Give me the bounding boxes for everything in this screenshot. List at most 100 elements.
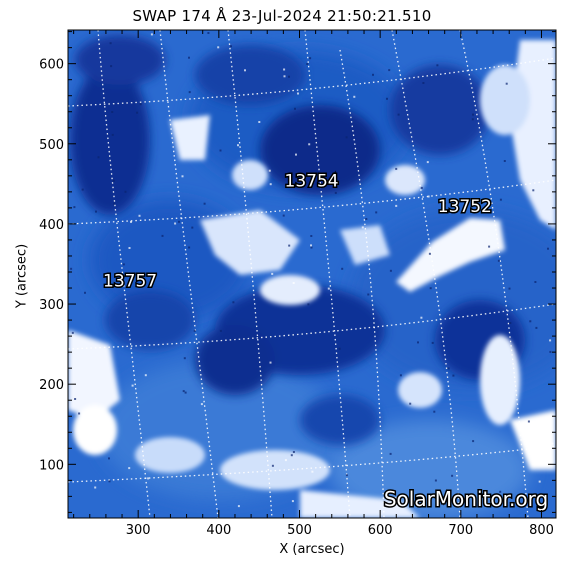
axis-ticks: 300 400 500 600 700 800 100 200 300 400 500 600 xyxy=(39,30,556,538)
speckle-pixel xyxy=(309,57,312,60)
latitude-gridline xyxy=(68,179,556,225)
speckle-pixel xyxy=(338,347,341,350)
speckle-pixel xyxy=(191,226,194,229)
speckle-pixel xyxy=(128,247,131,249)
latitude-gridline xyxy=(68,57,556,107)
speckle-pixel xyxy=(97,156,100,159)
speckle-pixel xyxy=(108,457,110,460)
speckle-pixel xyxy=(138,214,141,217)
speckle-pixel xyxy=(178,220,180,223)
speckle-pixel xyxy=(427,195,430,198)
speckle-pixel xyxy=(288,244,291,247)
speckle-pixel xyxy=(71,331,74,334)
longitude-gridline xyxy=(227,30,273,518)
y-tick-label: 600 xyxy=(39,58,64,73)
speckle-pixel xyxy=(420,316,423,319)
speckle-pixel xyxy=(70,267,73,270)
speckle-pixel xyxy=(136,111,139,114)
speckle-pixel xyxy=(283,75,286,78)
speckle-pixel xyxy=(499,198,502,201)
speckle-pixel xyxy=(147,477,150,480)
speckle-pixel xyxy=(295,153,297,156)
speckle-pixel xyxy=(389,452,392,455)
speckle-pixel xyxy=(497,259,500,262)
speckle-pixel xyxy=(271,464,274,467)
speckle-pixel xyxy=(534,281,537,283)
speckle-pixel xyxy=(244,69,246,72)
speckle-pixel xyxy=(538,480,541,483)
speckle-pixel xyxy=(95,210,97,213)
speckle-pixel xyxy=(94,486,97,489)
x-axis-label: X (arcsec) xyxy=(279,542,345,557)
speckle-pixel xyxy=(388,69,391,72)
speckle-pixel xyxy=(472,113,474,116)
speckle-pixel xyxy=(232,301,235,304)
speckle-pixel xyxy=(290,454,293,457)
speckle-pixel xyxy=(188,246,191,249)
speckle-pixel xyxy=(219,329,222,332)
y-axis-label: Y (arcsec) xyxy=(14,243,30,309)
speckle-pixel xyxy=(203,202,206,205)
speckle-pixel xyxy=(327,287,330,290)
speckle-pixel xyxy=(268,169,271,172)
speckle-pixel xyxy=(306,63,309,65)
y-tick-label: 200 xyxy=(39,378,64,393)
speckle-pixel xyxy=(532,189,535,192)
speckle-pixel xyxy=(433,410,436,413)
active-region-label: 13757 xyxy=(103,271,157,291)
y-tick-label: 100 xyxy=(39,458,64,473)
longitude-gridline xyxy=(391,30,461,518)
speckle-pixel xyxy=(375,211,378,214)
speckle-pixel xyxy=(108,480,111,483)
speckle-pixel xyxy=(395,204,398,207)
x-tick-label: 300 xyxy=(126,523,151,538)
speckle-pixel xyxy=(288,75,290,78)
speckle-pixel xyxy=(397,113,400,116)
speckle-pixel xyxy=(395,167,398,170)
speckle-pixel xyxy=(73,206,76,209)
speckle-pixel xyxy=(282,214,285,217)
speckle-pixel xyxy=(161,234,164,237)
active-region-label: 13752 xyxy=(438,197,492,217)
speckle-pixel xyxy=(334,191,337,194)
plot-frame xyxy=(67,29,557,519)
heliographic-grid xyxy=(68,30,556,518)
speckle-pixel xyxy=(237,505,240,508)
speckle-pixel xyxy=(365,218,368,220)
speckle-pixel xyxy=(111,111,114,113)
speckle-pixel xyxy=(551,442,554,445)
speckle-pixel xyxy=(452,374,455,377)
speckle-pixel xyxy=(269,183,272,186)
speckle-pixel xyxy=(182,390,185,393)
speckle-pixel xyxy=(325,184,328,187)
speckle-pixel xyxy=(361,226,364,229)
speckle-pixel xyxy=(269,361,272,364)
speckle-pixel xyxy=(428,252,431,255)
speckle-pixel xyxy=(549,350,552,353)
speckle-pixel xyxy=(184,391,187,394)
speckle-pixel xyxy=(271,272,274,275)
speckle-pixel xyxy=(372,73,374,76)
speckle-pixel xyxy=(188,91,191,94)
speckle-pixel xyxy=(310,244,312,247)
speckle-pixel xyxy=(230,45,232,48)
speckle-pixel xyxy=(128,467,131,470)
speckle-pixel xyxy=(535,326,538,329)
x-tick-label: 700 xyxy=(448,523,473,538)
speckle-pixel xyxy=(472,440,475,443)
speckle-pixel xyxy=(367,293,370,296)
speckle-pixel xyxy=(394,497,397,499)
speckle-pixel xyxy=(505,82,508,85)
speckle-pixel xyxy=(527,420,530,423)
speckle-pixel xyxy=(549,339,552,342)
y-tick-label: 300 xyxy=(39,298,64,313)
speckle-pixel xyxy=(311,470,314,473)
speckle-pixel xyxy=(110,65,113,68)
speckle-pixel xyxy=(310,235,313,237)
speckle-pixel xyxy=(131,384,134,387)
speckle-pixel xyxy=(451,474,454,477)
speckle-pixel xyxy=(292,451,295,453)
watermark-text: SolarMonitor.org xyxy=(384,487,548,511)
speckle-pixel xyxy=(291,500,294,503)
